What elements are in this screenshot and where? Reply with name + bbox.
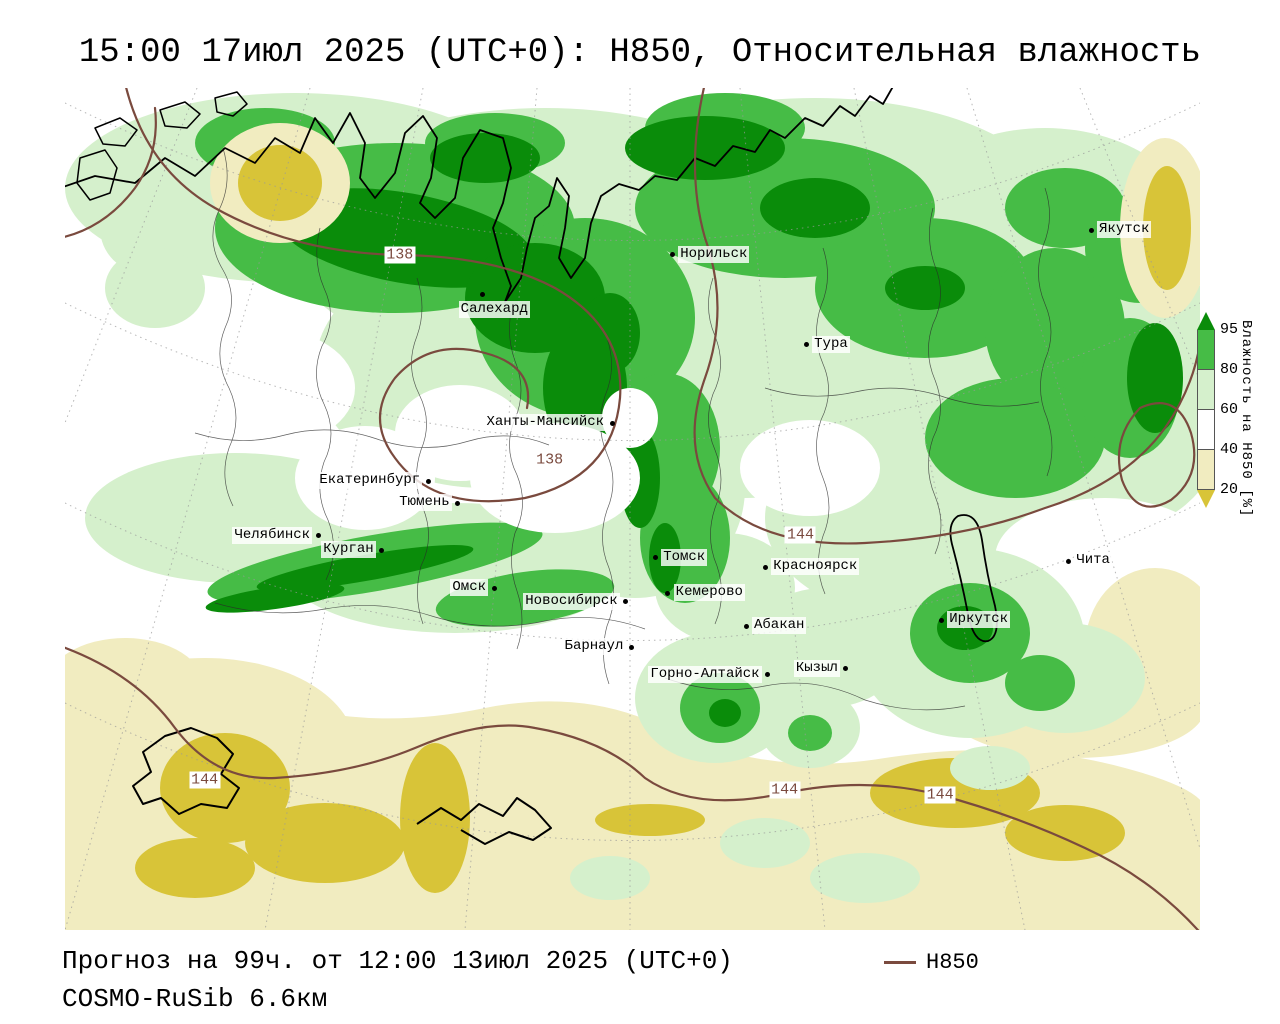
city-dot [455,500,461,506]
region-borders-layer [194,147,1053,711]
forecast-info-line: Прогноз на 99ч. от 12:00 13июл 2025 (UTC… [62,946,733,976]
city-label: Красноярск [771,558,860,576]
h850-legend-label: H850 [926,950,979,975]
h850-line-sample [884,961,916,964]
contour-value-label: 144 [924,786,956,804]
colorbar-tick: 60 [1220,401,1239,418]
contour-value-label: 138 [534,451,566,469]
city-dot [1088,227,1094,233]
city-label: Екатеринбург [317,472,423,490]
colorbar-axis-label: Влажность на H850 [%] [1238,320,1254,518]
city-label: Норильск [678,245,750,263]
city-dot [803,342,809,348]
humidity-field-canvas [65,88,1200,930]
graticule-layer [65,88,1200,930]
city-dot [652,555,658,561]
contour-value-label: 144 [189,771,221,789]
city-label: Салехард [458,301,530,319]
city-label: Челябинск [232,526,313,544]
city-label: Абакан [752,617,807,635]
city-dot [765,672,771,678]
colorbar-tick: 80 [1220,361,1239,378]
city-label: Горно-Алтайск [648,665,762,683]
colorbar-tick: 20 [1220,481,1239,498]
city-label: Тюмень [397,494,452,512]
contour-value-label: 144 [784,526,816,544]
model-info-line: COSMO-RuSib 6.6км [62,984,328,1014]
colorbar-segment-60-80 [1197,370,1215,410]
city-label: Кызыл [793,659,840,677]
colorbar-segment-40-60 [1197,410,1215,450]
city-label: Чита [1074,552,1112,570]
city-dot [628,644,634,650]
city-dot [665,590,671,596]
city-label: Якутск [1097,221,1152,239]
city-label: Кемерово [673,584,745,602]
colorbar-arrow-bottom [1197,490,1215,508]
city-dot [743,623,749,629]
city-dot [609,420,615,426]
city-dot [480,291,486,297]
city-label: Иркутск [947,611,1011,629]
contour-value-label: 138 [384,246,416,264]
city-dot [938,617,944,623]
colorbar-segment-20-40 [1197,450,1215,490]
city-label: Тура [812,335,850,353]
colorbar-segment-80-95 [1197,330,1215,370]
city-layer: Норильск Салехард Тура Якутск Ханты-Мансийск… [65,88,1200,930]
contour-legend: H850 [884,950,979,975]
city-label: Томск [661,548,708,566]
lake-baikal-outline [949,514,998,643]
city-dot [762,564,768,570]
city-label: Омск [450,579,489,597]
city-dot [623,599,629,605]
city-label: Ханты-Мансийск [484,414,607,432]
humidity-colorbar: 95 80 60 40 20 [1197,312,1267,532]
colorbar-arrow-top [1197,312,1215,330]
weather-map: 138 138 144 144 144 144 Норильск Салехард Тура Я… [65,88,1200,930]
city-dot [425,478,431,484]
colorbar-scale [1197,312,1215,526]
coastline-layer [65,88,998,845]
city-dot [1065,558,1071,564]
city-dot [669,252,675,258]
contour-value-label: 144 [769,781,801,799]
contour-label-layer: 138 138 144 144 144 144 [65,88,1200,930]
city-label: Курган [321,541,376,559]
map-title: 15:00 17июл 2025 (UTC+0): H850, Относите… [78,34,1202,72]
city-dot [491,585,497,591]
city-dot [843,666,849,672]
colorbar-tick: 95 [1220,321,1239,338]
city-label: Новосибирск [523,592,620,610]
city-label: Барнаул [562,638,626,656]
city-dot [379,547,385,553]
city-dot [315,533,321,539]
colorbar-tick: 40 [1220,441,1239,458]
